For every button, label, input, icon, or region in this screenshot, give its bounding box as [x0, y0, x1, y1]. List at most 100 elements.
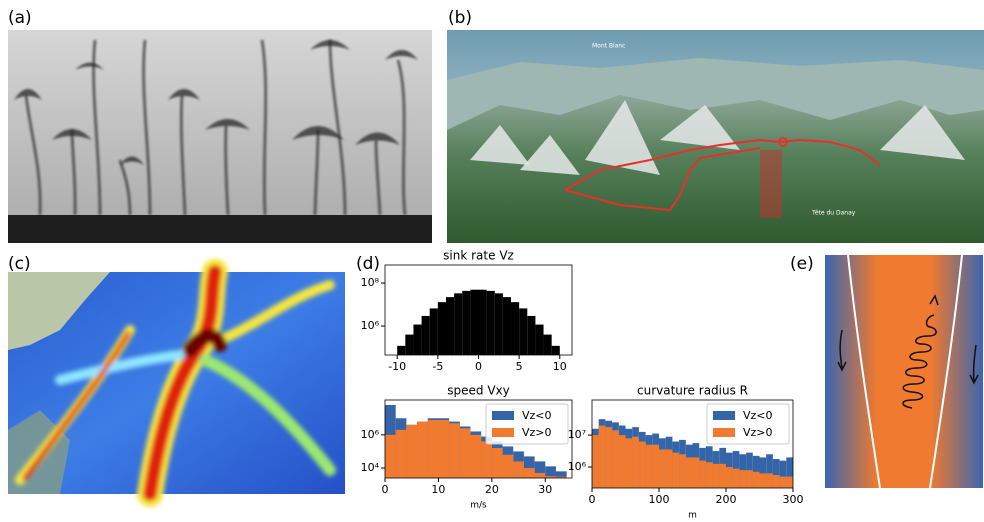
bar [479, 290, 487, 355]
bar [417, 422, 428, 478]
map-label: Mont Blanc [592, 43, 625, 50]
bar [544, 335, 552, 355]
histogram-panel: -10-5051010⁶10⁸sink rate Vz [361, 249, 572, 374]
bar [760, 473, 767, 488]
bar [619, 435, 626, 488]
bars [389, 290, 568, 358]
decoration [825, 255, 983, 488]
bar [454, 293, 462, 355]
bar [693, 457, 700, 488]
y-tick-label: 10⁶ [361, 428, 380, 441]
bar [739, 470, 746, 488]
bar [639, 441, 646, 488]
x-axis-label: m [688, 511, 697, 521]
bar [679, 454, 686, 488]
decoration [760, 150, 782, 218]
chart-title: curvature radius R [637, 384, 748, 398]
heat-map [8, 272, 345, 494]
x-tick-label: -10 [388, 360, 406, 373]
x-tick-label: 0 [589, 493, 596, 506]
bar [780, 477, 787, 488]
bar [385, 435, 396, 478]
bar [652, 445, 659, 488]
legend-label: Vz<0 [522, 409, 552, 422]
bar [766, 473, 773, 488]
figure: (a) (b) (c) (d) (e) [0, 0, 984, 522]
bar [438, 420, 449, 478]
legend-swatch [492, 411, 514, 420]
bar [406, 425, 417, 478]
bar [503, 455, 514, 478]
x-tick-label: -5 [432, 360, 443, 373]
thermal-sketch [825, 255, 983, 488]
bar [686, 457, 693, 488]
bar [659, 449, 666, 488]
panel-label: (a) [8, 8, 32, 28]
panel-label: (e) [790, 254, 814, 274]
x-tick-label: 20 [485, 483, 499, 496]
bar [773, 475, 780, 488]
decoration [8, 215, 432, 243]
x-tick-label: 300 [783, 493, 804, 506]
legend-label: Vz>0 [743, 426, 773, 439]
bar [405, 335, 413, 355]
legend-swatch [713, 428, 735, 437]
x-tick-label: 5 [516, 360, 523, 373]
bar [646, 445, 653, 488]
bar [524, 468, 535, 478]
bar [513, 461, 524, 478]
bar [592, 435, 599, 488]
y-tick-label: 10⁴ [361, 461, 380, 474]
bar [511, 302, 519, 355]
bar [719, 464, 726, 488]
x-tick-label: 0 [382, 483, 389, 496]
bar [599, 426, 606, 488]
plume-photo [8, 30, 432, 243]
chart-title: speed Vxy [447, 384, 509, 398]
bar [470, 290, 478, 355]
legend-label: Vz>0 [522, 426, 552, 439]
bar [470, 435, 481, 478]
x-tick-label: 0 [475, 360, 482, 373]
legend: Vz<0 Vz>0 [486, 404, 568, 444]
bar [428, 420, 439, 478]
bar [397, 346, 405, 355]
map-label: Tête du Danay [811, 210, 856, 217]
bar [699, 461, 706, 488]
chart-title: sink rate Vz [443, 249, 514, 263]
bar [746, 470, 753, 488]
bar [527, 316, 535, 355]
legend-swatch [492, 428, 514, 437]
bar [753, 472, 760, 488]
x-tick-label: 200 [716, 493, 737, 506]
bar [438, 302, 446, 355]
bar [672, 453, 679, 488]
bar [733, 469, 740, 488]
bar [487, 291, 495, 355]
bar [535, 325, 543, 355]
bar [449, 423, 460, 478]
bar [626, 438, 633, 488]
panel-label: (c) [8, 254, 31, 274]
bar [430, 308, 438, 355]
y-tick-label: 10⁶ [361, 319, 380, 332]
bar [495, 293, 503, 355]
panel-label: (b) [448, 8, 472, 28]
bar [446, 297, 454, 355]
bar [552, 346, 560, 355]
y-tick-label: 10⁷ [568, 428, 586, 441]
bar [422, 316, 430, 355]
bar [726, 467, 733, 488]
bar [713, 464, 720, 488]
bar [786, 477, 793, 488]
legend-swatch [713, 411, 735, 420]
x-axis-label: m/s [470, 501, 487, 511]
bar [396, 430, 407, 478]
bar [666, 449, 673, 488]
bar [460, 428, 471, 478]
bar [706, 462, 713, 488]
flight-map: Mont Blanc Tête du Danay [447, 30, 984, 243]
x-tick-label: 30 [538, 483, 552, 496]
